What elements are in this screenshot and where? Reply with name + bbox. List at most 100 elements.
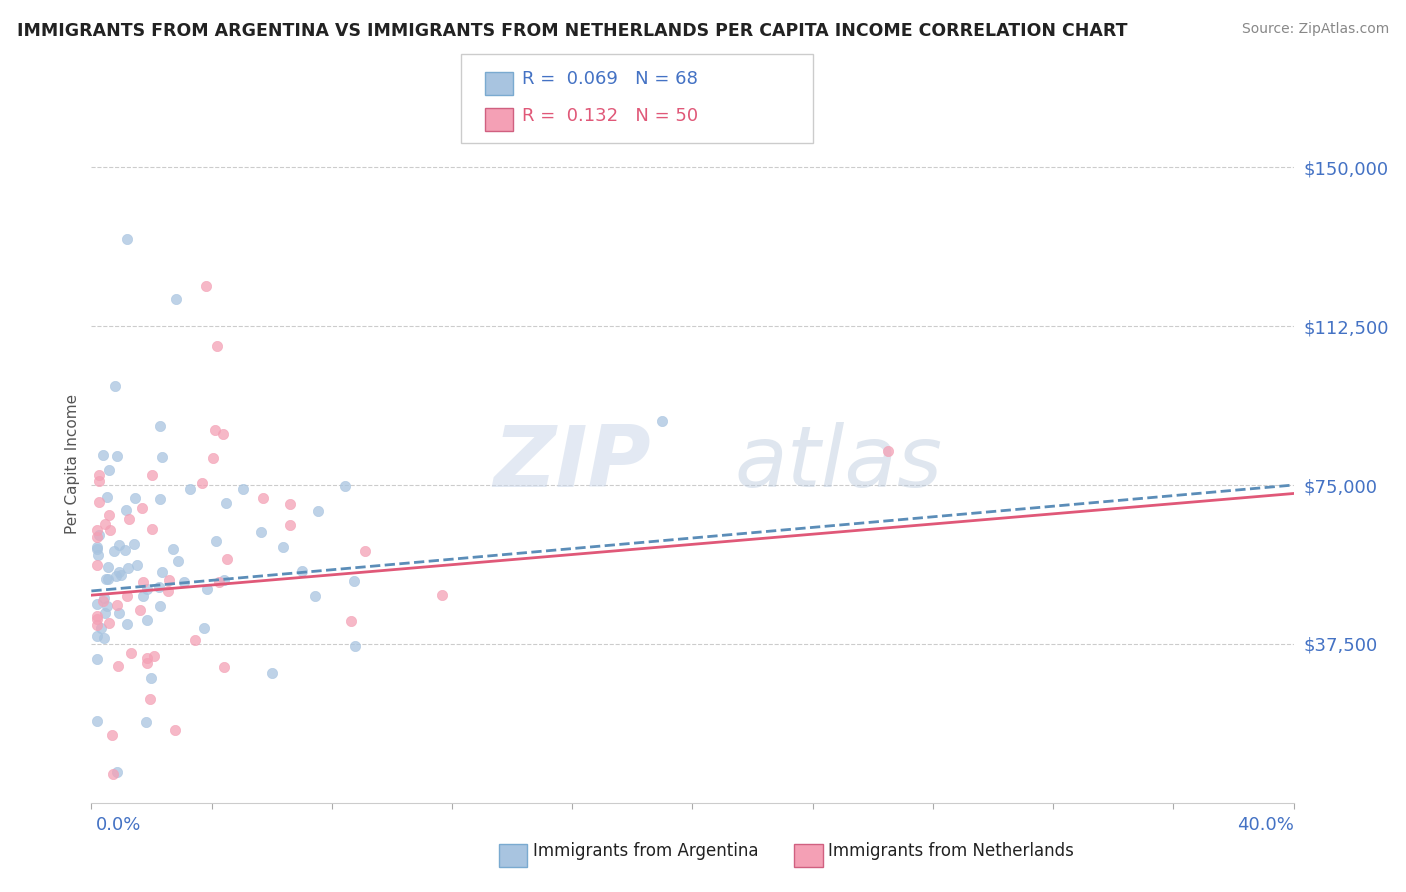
Point (211, 426, 233, 441)
Point (278, 517, 301, 532)
Point (86, 651, 108, 665)
Point (131, 500, 153, 515)
Point (651, 414, 673, 428)
Text: Source: ZipAtlas.com: Source: ZipAtlas.com (1241, 22, 1389, 37)
Point (124, 491, 146, 505)
Point (179, 482, 201, 496)
Point (190, 475, 212, 490)
Point (105, 765, 128, 780)
Point (90, 621, 112, 635)
Point (93, 591, 115, 605)
Point (115, 616, 138, 631)
Y-axis label: Per Capita Income: Per Capita Income (65, 393, 80, 534)
Point (117, 232, 139, 246)
Point (87, 528, 110, 542)
Point (165, 292, 187, 306)
Point (204, 423, 226, 437)
Point (193, 621, 215, 635)
Point (120, 646, 142, 660)
Point (94, 607, 117, 621)
Point (86, 558, 108, 572)
Point (86, 530, 108, 544)
Point (105, 449, 128, 463)
Point (94, 517, 117, 532)
Text: R =  0.069   N = 68: R = 0.069 N = 68 (522, 70, 697, 88)
Point (333, 479, 356, 493)
Point (343, 574, 366, 589)
Point (86, 714, 108, 728)
Point (100, 728, 122, 742)
Point (157, 573, 180, 587)
Point (105, 598, 128, 612)
Point (114, 503, 136, 517)
Point (249, 524, 271, 539)
Point (260, 665, 283, 680)
Point (271, 541, 294, 555)
Point (131, 574, 153, 589)
Point (231, 483, 253, 497)
Point (98, 524, 121, 538)
Point (876, 444, 898, 458)
Point (139, 671, 162, 685)
Point (105, 568, 128, 582)
Point (86, 629, 108, 643)
Point (278, 497, 301, 511)
Point (86, 598, 108, 612)
Point (304, 590, 326, 604)
Text: IMMIGRANTS FROM ARGENTINA VS IMMIGRANTS FROM NETHERLANDS PER CAPITA INCOME CORRE: IMMIGRANTS FROM ARGENTINA VS IMMIGRANTS … (17, 22, 1128, 40)
Point (96, 599, 118, 613)
Point (207, 338, 229, 352)
Point (96, 491, 118, 505)
Text: atlas: atlas (734, 422, 942, 506)
Point (86, 524, 108, 538)
Point (86, 542, 108, 557)
Point (195, 582, 218, 596)
Point (115, 589, 138, 603)
Point (139, 691, 162, 706)
Point (167, 554, 190, 568)
Point (162, 541, 184, 556)
Point (86, 617, 108, 632)
Point (114, 542, 136, 557)
Point (103, 767, 125, 781)
Point (98, 616, 121, 631)
Point (307, 504, 329, 518)
Point (103, 543, 125, 558)
Point (291, 565, 314, 579)
Text: Immigrants from Netherlands: Immigrants from Netherlands (828, 842, 1074, 860)
Point (107, 659, 129, 673)
Point (432, 588, 454, 602)
Point (150, 450, 173, 465)
Text: 0.0%: 0.0% (96, 816, 141, 834)
Point (107, 538, 129, 552)
Text: R =  0.132   N = 50: R = 0.132 N = 50 (522, 107, 697, 125)
Point (98, 463, 121, 477)
Point (122, 537, 145, 551)
Point (165, 723, 187, 738)
Point (87, 495, 110, 509)
Point (343, 639, 366, 653)
Point (96, 572, 118, 586)
Point (136, 656, 159, 670)
Point (87, 468, 110, 483)
Point (148, 580, 170, 594)
Point (127, 558, 149, 572)
Point (208, 574, 231, 589)
Point (141, 467, 163, 482)
Point (108, 566, 131, 580)
Point (149, 599, 172, 614)
Point (215, 552, 238, 566)
Point (149, 491, 172, 506)
Point (132, 589, 155, 603)
Point (118, 512, 141, 526)
Point (136, 613, 159, 627)
Point (97, 573, 120, 587)
Point (339, 614, 361, 628)
Point (212, 660, 235, 674)
Point (204, 533, 226, 548)
Point (110, 567, 132, 582)
Point (354, 544, 377, 558)
Point (252, 491, 274, 506)
Text: ZIP: ZIP (492, 422, 651, 506)
Point (86, 612, 108, 626)
